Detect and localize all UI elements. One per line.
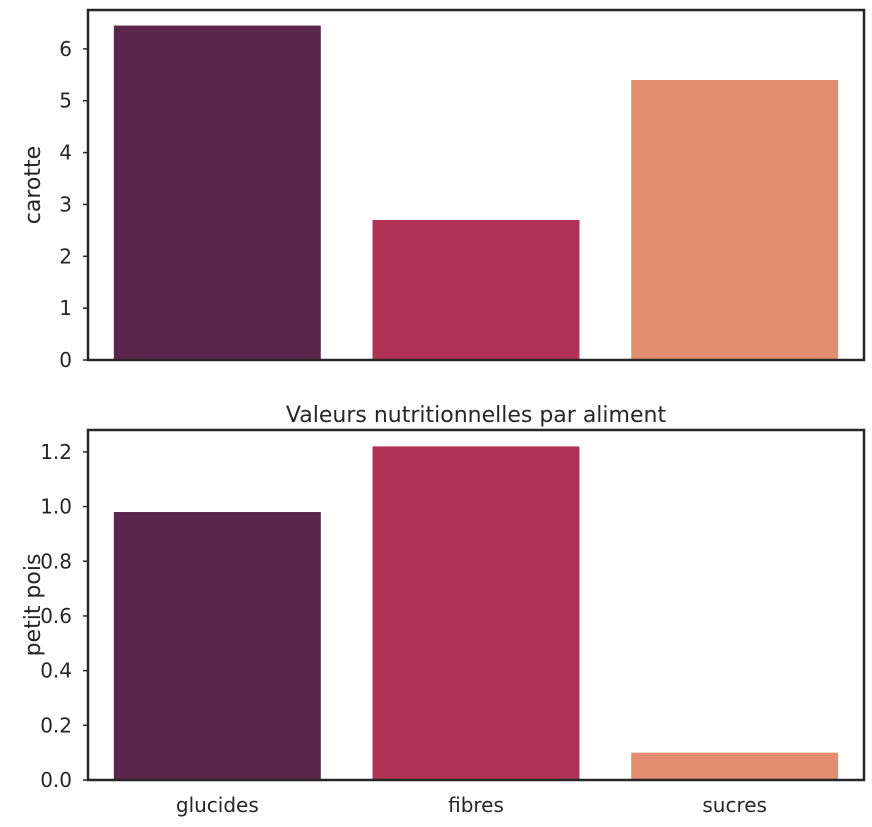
bar-sucres (631, 80, 838, 360)
y-tick-label: 0 (59, 348, 72, 372)
y-axis-label: petit pois (21, 554, 46, 657)
x-tick-label: fibres (448, 793, 504, 817)
bar-fibres (373, 446, 580, 780)
bar-sucres (631, 753, 838, 780)
bar-glucides (114, 26, 321, 360)
y-tick-label: 1 (59, 296, 72, 320)
chart-title: Valeurs nutritionnelles par aliment (286, 403, 667, 428)
y-tick-label: 1.0 (40, 495, 72, 519)
y-axis-label: carotte (21, 146, 46, 224)
y-tick-label: 6 (59, 37, 72, 61)
x-tick-label: glucides (176, 793, 259, 817)
bar-glucides (114, 512, 321, 780)
x-tick-label: sucres (702, 793, 767, 817)
y-tick-label: 0.4 (40, 659, 72, 683)
y-tick-label: 2 (59, 244, 72, 268)
y-tick-label: 3 (59, 192, 72, 216)
y-tick-label: 0.2 (40, 713, 72, 737)
y-tick-label: 4 (59, 141, 72, 165)
y-tick-label: 0.0 (40, 768, 72, 792)
bar-fibres (373, 220, 580, 360)
chart-panel-0: 0 1 2 3 4 5 6 carotte (21, 10, 864, 372)
y-tick-label: 1.2 (40, 440, 72, 464)
y-tick-label: 5 (59, 89, 72, 113)
